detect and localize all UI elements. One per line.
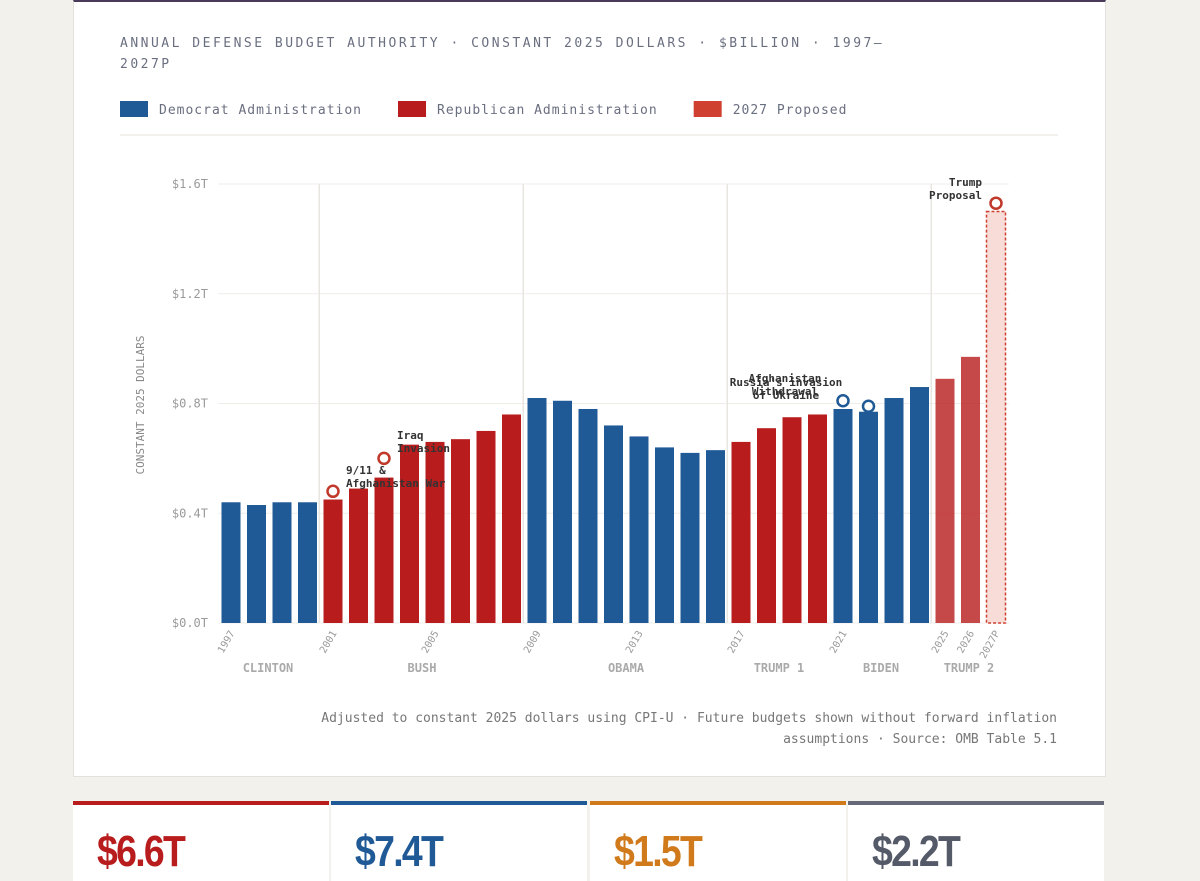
stat-card: $6.6T bbox=[73, 801, 329, 881]
bar bbox=[655, 447, 674, 623]
x-tick-label: 1997 bbox=[216, 629, 238, 655]
stat-card: $1.5T bbox=[590, 801, 846, 881]
bar bbox=[349, 488, 368, 623]
bar bbox=[578, 408, 598, 623]
period-label: TRUMP 2 bbox=[944, 661, 995, 675]
annotation-text: 9/11 & bbox=[346, 464, 386, 477]
legend-label: Republican Administration bbox=[437, 103, 658, 118]
bar bbox=[985, 210, 1007, 624]
annotation-marker bbox=[836, 394, 850, 408]
y-tick-label: $0.8T bbox=[172, 397, 208, 411]
x-tick-label: 2005 bbox=[420, 629, 442, 655]
period-label: TRUMP 1 bbox=[754, 661, 805, 675]
bar bbox=[757, 428, 776, 623]
bar bbox=[425, 441, 445, 623]
annotation-text: Iraq bbox=[397, 429, 424, 442]
stat-card: $2.2T bbox=[848, 801, 1104, 881]
y-tick-label: $0.4T bbox=[172, 506, 208, 520]
bar bbox=[910, 387, 929, 623]
annotation-text: Withdrawal bbox=[752, 385, 818, 398]
x-tick-label: 2026 bbox=[956, 629, 978, 655]
x-tick-label: 2021 bbox=[828, 629, 850, 655]
legend-swatch bbox=[398, 101, 427, 117]
period-label: BUSH bbox=[408, 661, 437, 675]
bar bbox=[833, 408, 853, 623]
bar bbox=[629, 436, 649, 623]
x-tick-label: 2001 bbox=[318, 629, 340, 655]
stat-card: $7.4T bbox=[331, 801, 587, 881]
stat-value: $6.6T bbox=[97, 827, 186, 876]
period-label: OBAMA bbox=[608, 661, 645, 675]
bar bbox=[400, 444, 419, 623]
y-tick-label: $1.6T bbox=[172, 177, 208, 191]
annotation-text: Invasion bbox=[397, 442, 450, 455]
x-tick-label: 2017 bbox=[726, 629, 748, 655]
annotation-text: Afghanistan War bbox=[346, 477, 446, 490]
annotation-marker bbox=[861, 399, 876, 413]
footnote: Adjusted to constant 2025 dollars using … bbox=[321, 711, 1057, 726]
chart-card bbox=[73, 0, 1106, 777]
bar bbox=[527, 398, 547, 623]
bar bbox=[221, 502, 241, 623]
y-tick-label: $0.0T bbox=[172, 616, 208, 630]
bar bbox=[298, 502, 317, 623]
y-tick-label: $1.2T bbox=[172, 287, 208, 301]
x-tick-label: 2009 bbox=[522, 629, 544, 655]
chart: ANNUAL DEFENSE BUDGET AUTHORITY · CONSTA… bbox=[120, 36, 1058, 747]
bar bbox=[374, 477, 394, 623]
bar bbox=[961, 356, 980, 623]
y-axis-label: CONSTANT 2025 DOLLARS bbox=[134, 335, 147, 474]
bar bbox=[451, 439, 470, 623]
footnote: assumptions · Source: OMB Table 5.1 bbox=[783, 732, 1057, 747]
legend-swatch bbox=[693, 101, 722, 117]
bar bbox=[782, 417, 802, 623]
bar bbox=[604, 425, 623, 623]
bar bbox=[680, 452, 700, 623]
stat-value: $1.5T bbox=[614, 827, 703, 876]
x-tick-label: 2025 bbox=[930, 629, 952, 655]
stat-value: $7.4T bbox=[355, 827, 444, 876]
stat-value: $2.2T bbox=[872, 827, 961, 876]
legend-label: Democrat Administration bbox=[159, 103, 362, 118]
x-tick-label: 2027P bbox=[978, 629, 1003, 661]
period-label: BIDEN bbox=[863, 661, 899, 675]
annotation-marker bbox=[377, 451, 391, 466]
chart-title: ANNUAL DEFENSE BUDGET AUTHORITY · CONSTA… bbox=[120, 36, 884, 72]
bar bbox=[859, 411, 878, 623]
annotation-text: Proposal bbox=[929, 189, 982, 202]
bar bbox=[553, 400, 572, 623]
period-label: CLINTON bbox=[243, 661, 294, 675]
bar bbox=[884, 398, 904, 623]
bar bbox=[323, 499, 343, 623]
annotation-text: Russia's invasion bbox=[730, 376, 843, 389]
bar bbox=[731, 441, 751, 623]
legend-swatch bbox=[120, 101, 148, 117]
bar bbox=[502, 414, 521, 623]
bar bbox=[247, 505, 266, 623]
legend-label: 2027 Proposed bbox=[733, 103, 848, 118]
bar bbox=[706, 450, 725, 623]
annotation-text: Afghanistan bbox=[749, 372, 822, 385]
bar bbox=[476, 430, 496, 623]
annotation-marker bbox=[326, 484, 340, 499]
annotation-text: of Ukraine bbox=[753, 389, 820, 402]
annotation-marker bbox=[989, 196, 1003, 210]
bar bbox=[808, 414, 827, 623]
annotation-text: Trump bbox=[949, 176, 982, 189]
x-tick-label: 2013 bbox=[624, 629, 646, 655]
bar bbox=[935, 378, 955, 623]
bar bbox=[272, 502, 292, 623]
